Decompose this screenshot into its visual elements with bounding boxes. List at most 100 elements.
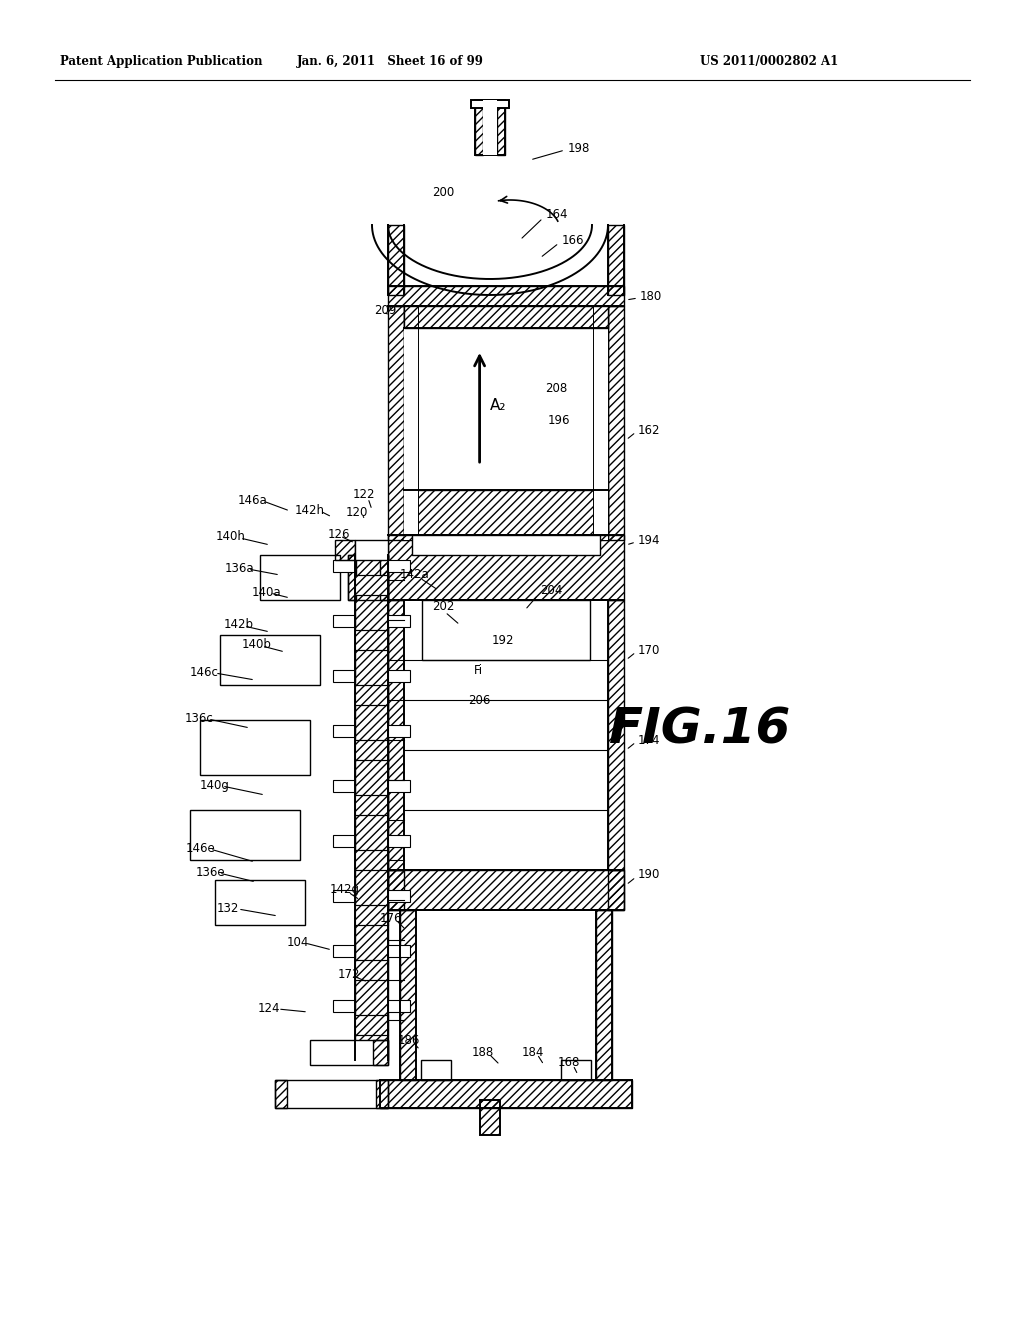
Bar <box>335 540 355 560</box>
Text: 170: 170 <box>638 644 660 656</box>
Bar <box>404 490 608 535</box>
Bar <box>355 850 388 870</box>
Bar <box>475 100 505 154</box>
Text: 162: 162 <box>638 424 660 437</box>
Text: 140a: 140a <box>252 586 282 598</box>
Bar <box>475 100 483 154</box>
Bar <box>380 1080 632 1107</box>
Text: 140b: 140b <box>242 639 272 652</box>
Bar <box>355 576 388 595</box>
Text: 126: 126 <box>328 528 350 540</box>
Text: Jan. 6, 2011   Sheet 16 of 99: Jan. 6, 2011 Sheet 16 of 99 <box>297 55 483 69</box>
Bar <box>190 810 300 861</box>
Bar <box>333 780 355 792</box>
Text: 146c: 146c <box>190 665 219 678</box>
Bar <box>260 554 340 601</box>
Text: 196: 196 <box>548 413 570 426</box>
Bar <box>483 100 497 154</box>
Bar <box>497 100 505 154</box>
Text: 184: 184 <box>522 1045 545 1059</box>
Bar <box>333 560 355 572</box>
Bar <box>388 870 624 909</box>
Bar <box>561 1060 591 1080</box>
Bar <box>412 535 600 554</box>
Bar <box>404 306 608 327</box>
Text: 124: 124 <box>258 1002 281 1015</box>
Bar <box>388 671 410 682</box>
Bar <box>388 725 410 737</box>
Bar <box>355 630 388 649</box>
Bar <box>388 306 404 540</box>
Bar <box>376 1080 388 1107</box>
Bar <box>333 671 355 682</box>
Text: 188: 188 <box>472 1045 495 1059</box>
Text: 136c: 136c <box>185 711 214 725</box>
Text: 206: 206 <box>468 693 490 706</box>
Bar <box>333 945 355 957</box>
Text: 122: 122 <box>353 488 376 502</box>
Bar <box>275 1080 388 1107</box>
Text: 146a: 146a <box>238 494 267 507</box>
Text: FIG.16: FIG.16 <box>609 706 792 754</box>
Text: 209: 209 <box>374 304 396 317</box>
Bar <box>471 100 509 108</box>
Bar <box>608 601 624 870</box>
Text: 200: 200 <box>432 186 455 199</box>
Text: 198: 198 <box>568 141 591 154</box>
Bar <box>388 560 410 572</box>
Text: 204: 204 <box>540 583 562 597</box>
Bar <box>380 554 388 601</box>
Bar <box>422 601 590 660</box>
Bar <box>480 1100 500 1135</box>
Text: 164: 164 <box>546 209 568 222</box>
Text: 120: 120 <box>346 506 369 519</box>
Bar <box>348 554 388 601</box>
Bar <box>388 890 410 902</box>
Bar <box>594 306 608 540</box>
Bar <box>333 1001 355 1012</box>
Text: 140h: 140h <box>216 531 246 544</box>
Bar <box>608 306 624 540</box>
Bar <box>388 870 404 909</box>
Bar <box>355 540 388 560</box>
Text: 194: 194 <box>638 533 660 546</box>
Text: 186: 186 <box>398 1034 421 1047</box>
Bar <box>388 286 624 306</box>
Bar <box>594 306 608 540</box>
Bar <box>355 741 388 760</box>
Text: 176: 176 <box>380 912 402 924</box>
Bar <box>333 615 355 627</box>
Bar <box>333 725 355 737</box>
Bar <box>355 554 388 1060</box>
Text: 136a: 136a <box>225 561 255 574</box>
Bar <box>388 780 410 792</box>
Text: 142h: 142h <box>295 503 325 516</box>
Bar <box>404 306 418 540</box>
Bar <box>388 601 404 870</box>
Text: 140g: 140g <box>200 779 229 792</box>
Text: 168: 168 <box>558 1056 581 1069</box>
Text: 208: 208 <box>545 381 567 395</box>
Text: 180: 180 <box>640 289 663 302</box>
Bar <box>388 615 410 627</box>
Text: 172: 172 <box>338 969 360 982</box>
Bar <box>596 909 612 1080</box>
Bar <box>348 554 356 601</box>
Bar <box>404 601 608 870</box>
Bar <box>355 960 388 979</box>
Bar <box>404 306 418 540</box>
Text: 132: 132 <box>217 902 240 915</box>
Bar <box>355 685 388 705</box>
Text: 202: 202 <box>432 601 455 614</box>
Bar <box>333 836 355 847</box>
Bar <box>200 719 310 775</box>
Bar <box>355 795 388 814</box>
Text: US 2011/0002802 A1: US 2011/0002802 A1 <box>700 55 839 69</box>
Bar <box>215 880 305 925</box>
Text: Fi: Fi <box>474 664 483 676</box>
Bar <box>355 1015 388 1035</box>
Bar <box>388 945 410 957</box>
Bar <box>416 909 596 1080</box>
Bar <box>310 1040 388 1065</box>
Text: 192: 192 <box>492 634 514 647</box>
